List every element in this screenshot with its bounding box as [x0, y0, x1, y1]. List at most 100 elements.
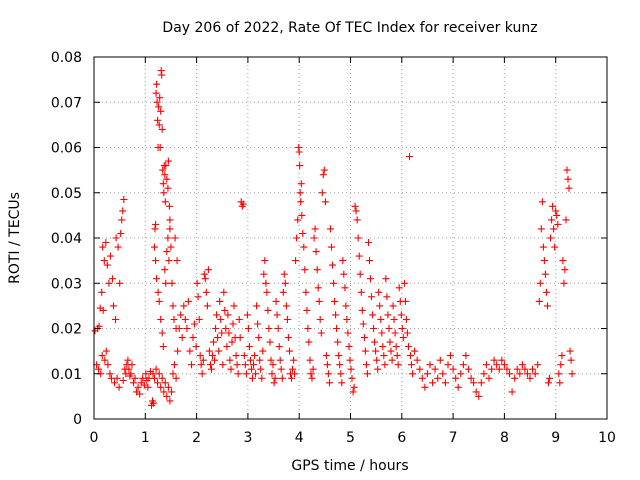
data-point — [125, 365, 133, 373]
data-point — [274, 325, 282, 332]
data-point — [233, 361, 241, 369]
data-point — [436, 356, 444, 364]
data-point — [350, 383, 358, 391]
data-point — [153, 80, 161, 88]
data-point — [567, 356, 575, 364]
data-point — [385, 325, 393, 332]
data-point — [506, 370, 513, 378]
data-point — [405, 343, 412, 351]
data-point — [112, 234, 120, 242]
data-point — [99, 243, 107, 251]
data-point — [552, 207, 560, 215]
data-point — [538, 198, 546, 206]
data-point — [360, 334, 368, 342]
data-point — [255, 334, 263, 342]
data-point — [282, 302, 290, 310]
data-point — [127, 370, 135, 378]
data-point — [161, 198, 169, 206]
data-point — [239, 200, 247, 208]
data-point — [310, 234, 318, 242]
data-point — [328, 243, 335, 251]
data-point — [197, 361, 205, 369]
data-point — [548, 216, 556, 224]
data-point — [191, 320, 198, 328]
data-point — [331, 297, 339, 305]
data-point — [374, 365, 382, 373]
x-tick-label: 7 — [449, 430, 458, 446]
data-point — [341, 284, 349, 292]
data-point — [459, 361, 467, 369]
data-point — [119, 377, 127, 384]
data-point — [372, 347, 380, 355]
data-point — [157, 383, 165, 391]
data-point — [284, 334, 292, 342]
data-point — [543, 288, 550, 296]
data-point — [136, 390, 144, 398]
data-point — [462, 352, 470, 360]
data-point — [357, 288, 365, 296]
data-point — [150, 399, 157, 407]
data-point — [215, 347, 223, 355]
data-point — [251, 352, 259, 360]
data-point — [183, 325, 191, 332]
data-point — [249, 374, 256, 382]
data-point — [102, 347, 110, 355]
data-point — [363, 370, 371, 378]
data-point — [401, 297, 409, 305]
data-point — [164, 234, 172, 242]
data-point — [264, 306, 272, 314]
data-point — [301, 266, 309, 274]
data-point — [208, 365, 215, 373]
data-point — [516, 370, 524, 378]
data-point — [151, 243, 158, 251]
data-point — [562, 216, 570, 224]
data-point — [320, 166, 328, 174]
data-point — [276, 356, 284, 364]
data-point — [434, 374, 442, 382]
data-point — [488, 365, 496, 373]
data-point — [140, 381, 148, 389]
data-point — [304, 325, 312, 332]
data-point — [213, 311, 221, 319]
data-point — [228, 338, 236, 346]
data-point — [203, 302, 211, 310]
data-point — [186, 347, 194, 355]
data-point — [157, 107, 165, 115]
data-point — [269, 361, 277, 369]
data-point — [327, 225, 334, 233]
data-point — [168, 388, 175, 396]
data-point — [493, 361, 501, 369]
data-point — [230, 302, 238, 310]
y-tick-label: 0.04 — [51, 231, 82, 247]
data-point — [216, 297, 224, 305]
data-point — [564, 175, 572, 183]
data-point — [316, 316, 324, 323]
data-point — [160, 388, 168, 396]
data-point — [426, 361, 434, 369]
data-point — [490, 356, 498, 364]
data-point — [265, 325, 273, 332]
data-point — [500, 361, 508, 369]
data-point — [526, 374, 534, 382]
data-point — [184, 297, 192, 305]
data-point — [291, 370, 299, 378]
data-point — [286, 347, 293, 355]
data-point — [388, 356, 396, 364]
data-point — [409, 370, 417, 378]
data-point — [248, 365, 255, 373]
data-point — [289, 365, 296, 373]
data-point — [535, 297, 543, 305]
data-point — [556, 379, 564, 387]
data-point — [202, 288, 210, 296]
data-point — [164, 383, 172, 391]
data-point — [544, 302, 551, 310]
y-tick-label: 0.07 — [51, 95, 82, 111]
data-point — [387, 347, 395, 355]
data-point — [348, 374, 356, 382]
data-point — [139, 374, 147, 382]
data-point — [485, 374, 493, 382]
data-points-layer — [91, 67, 576, 409]
data-point — [95, 365, 103, 373]
data-point — [297, 180, 305, 188]
